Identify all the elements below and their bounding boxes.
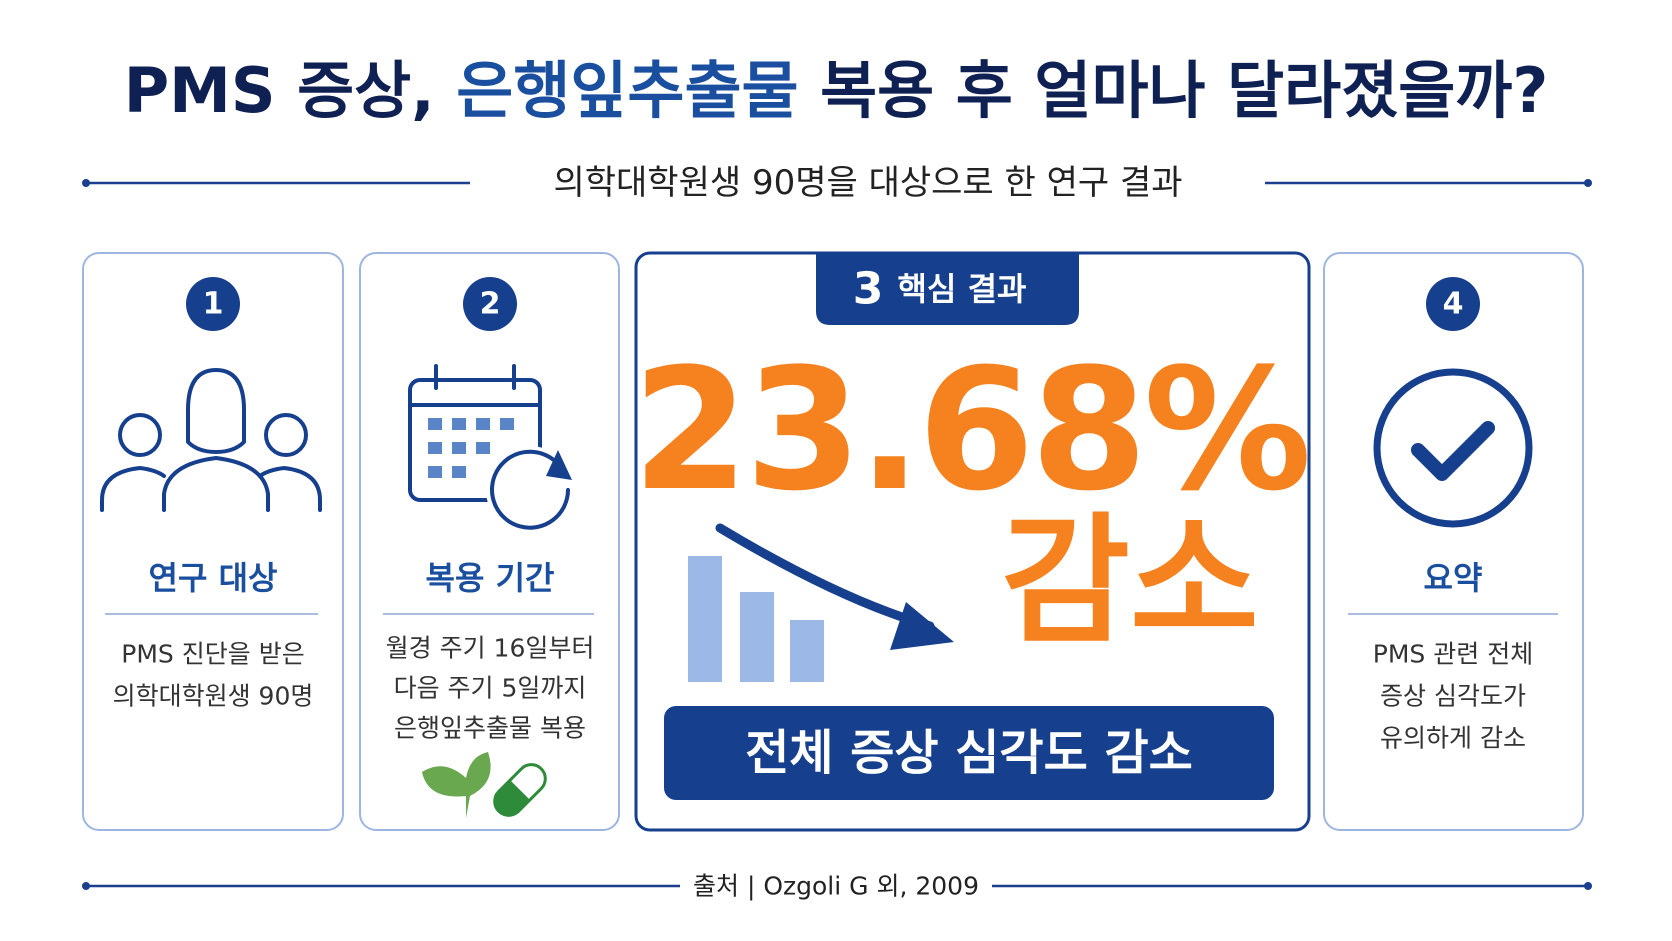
- calendar-icon: [408, 364, 574, 534]
- source: 출처 | Ozgoli G 외, 2009: [693, 872, 979, 901]
- title-suffix: 복용 후 얼마나 달라졌을까?: [820, 54, 1548, 127]
- card: [359, 252, 620, 831]
- ginkgo-pill-icon: [422, 752, 547, 818]
- card-number: 3: [853, 264, 884, 315]
- card-heading: 연구 대상: [149, 559, 278, 597]
- people-icon: [100, 368, 322, 512]
- card-body: 유의하게 감소: [1380, 724, 1526, 753]
- title-highlight: 은행잎추출물: [456, 54, 798, 127]
- card-body: PMS 진단을 받은: [121, 640, 304, 669]
- rule-dot: [1584, 882, 1592, 890]
- result-badge: [816, 253, 1079, 325]
- card-heading: 핵심 결과: [898, 270, 1027, 308]
- card-number: 4: [1443, 287, 1464, 322]
- title-prefix: PMS 증상,: [124, 54, 435, 127]
- result-change: 감소: [1001, 501, 1259, 664]
- card-body: PMS 관련 전체: [1373, 640, 1533, 669]
- card-number: 2: [480, 287, 501, 322]
- bars-icon: [688, 556, 824, 682]
- rule-dot: [1584, 179, 1592, 187]
- card-heading: 복용 기간: [426, 559, 555, 597]
- card-body: 은행잎추출물 복용: [394, 714, 586, 743]
- card: [1323, 252, 1584, 831]
- subtitle: 의학대학원생 90명을 대상으로 한 연구 결과: [553, 163, 1182, 203]
- title: PMS 증상, 은행잎추출물 복용 후 얼마나 달라졌을까?: [124, 54, 1549, 127]
- number-badge: [1426, 277, 1480, 331]
- card-body: 다음 주기 5일까지: [394, 674, 587, 703]
- arrow-head: [890, 602, 954, 650]
- card-number: 1: [203, 287, 224, 322]
- card: [82, 252, 344, 831]
- number-badge: [186, 277, 240, 331]
- card-body: 월경 주기 16일부터: [386, 634, 595, 663]
- result-summary: 전체 증상 심각도 감소: [745, 725, 1193, 781]
- rule-dot: [82, 179, 90, 187]
- result-figure: 23.68%: [632, 332, 1308, 528]
- card-heading: 요약: [1424, 559, 1483, 597]
- summary-bar: [664, 706, 1274, 800]
- rule-dot: [82, 882, 90, 890]
- card-body: 증상 심각도가: [1380, 682, 1526, 711]
- card-body: 의학대학원생 90명: [113, 682, 314, 711]
- check-icon: [1373, 368, 1533, 528]
- number-badge: [463, 277, 517, 331]
